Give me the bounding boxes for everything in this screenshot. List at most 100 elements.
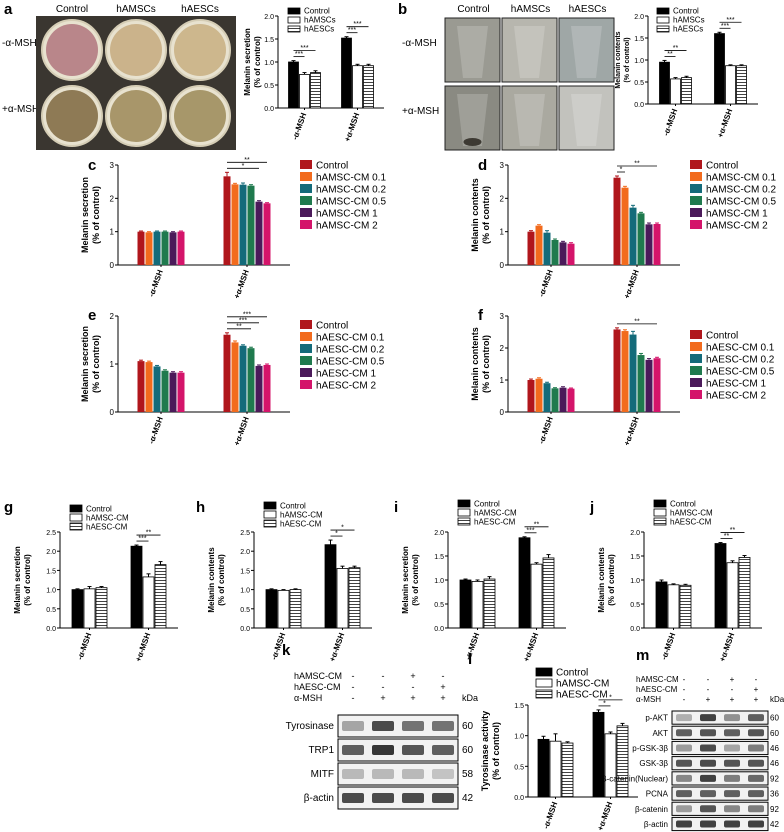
legend-swatch <box>653 499 667 508</box>
blot-band <box>724 729 740 737</box>
blot-band <box>402 745 424 755</box>
y-tick-label: 0.5 <box>514 764 524 771</box>
panel-letter-m: m <box>636 647 649 664</box>
bar <box>549 740 562 798</box>
legend-entry: hAESC-CM <box>670 518 712 527</box>
bar <box>95 587 108 629</box>
bar <box>621 331 629 412</box>
legend-entry: hAESC-CM <box>474 518 516 527</box>
blot-condition-label: hAESC-CM <box>636 685 678 694</box>
y-axis-label-unit: (% of control) <box>411 554 420 606</box>
bar <box>613 177 621 265</box>
bar <box>667 584 680 629</box>
x-tick-label: +α-MSH <box>343 111 362 143</box>
panel-letter-a: a <box>4 1 13 18</box>
blot-strip <box>337 714 459 738</box>
legend-entry: Control <box>86 505 112 514</box>
blot-condition-mark: - <box>352 682 355 692</box>
photo-b-row-label: -α-MSH <box>402 38 437 49</box>
bar <box>169 232 177 265</box>
legend-entry: hAMSC-CM <box>474 509 517 518</box>
y-tick-label: 2 <box>500 194 505 203</box>
legend-swatch <box>457 499 471 508</box>
legend-entry: hAMSC-CM 0.5 <box>706 197 776 208</box>
bar <box>263 364 271 412</box>
legend-entry: Control <box>316 161 348 172</box>
blot-band <box>432 745 454 755</box>
bar <box>629 334 637 412</box>
blot-band <box>432 721 454 731</box>
y-axis-label-unit: (% of control) <box>91 335 101 393</box>
y-axis-label-unit: (% of control) <box>491 722 501 780</box>
legend-swatch <box>690 160 702 169</box>
legend-entry: hAMSCs <box>304 16 336 25</box>
y-axis-label-unit: (% of control) <box>481 335 491 393</box>
legend-entry: hAMSC-CM 0.5 <box>316 197 386 208</box>
y-tick-label: 1.0 <box>434 578 444 585</box>
legend-swatch <box>690 366 702 375</box>
tube-photo <box>501 17 558 83</box>
blot-protein-label: MITF <box>311 769 334 780</box>
legend-swatch <box>300 172 312 181</box>
bar <box>231 342 239 412</box>
legend-entry: hAMSC-CM <box>670 509 713 518</box>
y-axis-label: Melanin contents <box>207 547 216 613</box>
legend-entry: hAMSC-CM 0.1 <box>316 173 386 184</box>
y-axis-label: Tyrosinase activity <box>480 711 490 791</box>
blot-band <box>372 793 394 803</box>
photo-a-col-label: hAESCs <box>181 4 219 15</box>
x-tick-label: -α-MSH <box>541 800 559 830</box>
blot-condition-mark: + <box>754 685 759 694</box>
blot-protein-label: PCNA <box>646 790 669 799</box>
legend-swatch <box>300 380 312 389</box>
significance-marker: * <box>242 163 245 170</box>
blot-kda-value: 46 <box>770 744 779 753</box>
y-tick-label: 2.0 <box>46 549 56 556</box>
legend-swatch <box>690 208 702 217</box>
photo-panel-b: Control hAMSCs hAESCs -α-MSH +α-MSH <box>402 4 615 151</box>
bar <box>352 65 363 109</box>
y-tick-label: 2.0 <box>240 549 250 556</box>
y-tick-label: 0.0 <box>514 795 524 802</box>
blot-band <box>748 744 764 752</box>
y-tick-label: 1.0 <box>46 588 56 595</box>
legend-swatch <box>535 689 553 699</box>
bar <box>535 225 543 265</box>
y-tick-label: 2.0 <box>434 530 444 537</box>
blot-kda-header: kDa <box>770 695 784 704</box>
blot-strip <box>671 801 769 816</box>
legend-swatch <box>457 508 471 517</box>
chart-c: 0 1 2 3 Melanin secretion (% of control) -α-MS… <box>80 157 290 300</box>
blot-band <box>748 774 764 782</box>
significance-marker: *** <box>726 17 734 24</box>
bar <box>142 576 155 629</box>
blot-condition-label: α-MSH <box>636 695 661 704</box>
bar <box>670 78 681 105</box>
blot-band <box>676 774 692 782</box>
blot-condition-mark: - <box>683 695 686 704</box>
blot-band <box>748 820 764 828</box>
significance-marker: ** <box>534 521 540 528</box>
photo-b-col-label: Control <box>457 4 489 15</box>
y-tick-label: 3 <box>110 161 115 170</box>
y-tick-label: 1 <box>110 360 115 369</box>
significance-marker: * <box>341 525 344 532</box>
bar <box>725 65 736 105</box>
bar <box>645 224 653 265</box>
y-axis-label: Melanin contents <box>597 547 606 613</box>
y-tick-label: 1.5 <box>240 568 250 575</box>
blot-strip <box>671 771 769 786</box>
blot-band <box>676 820 692 828</box>
bar <box>543 383 551 412</box>
photo-a-row-label: -α-MSH <box>2 38 37 49</box>
blot-protein-label: AKT <box>652 729 668 738</box>
bar <box>247 348 255 412</box>
blot-strip <box>671 725 769 740</box>
y-tick-label: 0 <box>110 408 115 417</box>
legend-entry: hAMSC-CM <box>280 511 323 520</box>
legend-swatch <box>690 378 702 387</box>
